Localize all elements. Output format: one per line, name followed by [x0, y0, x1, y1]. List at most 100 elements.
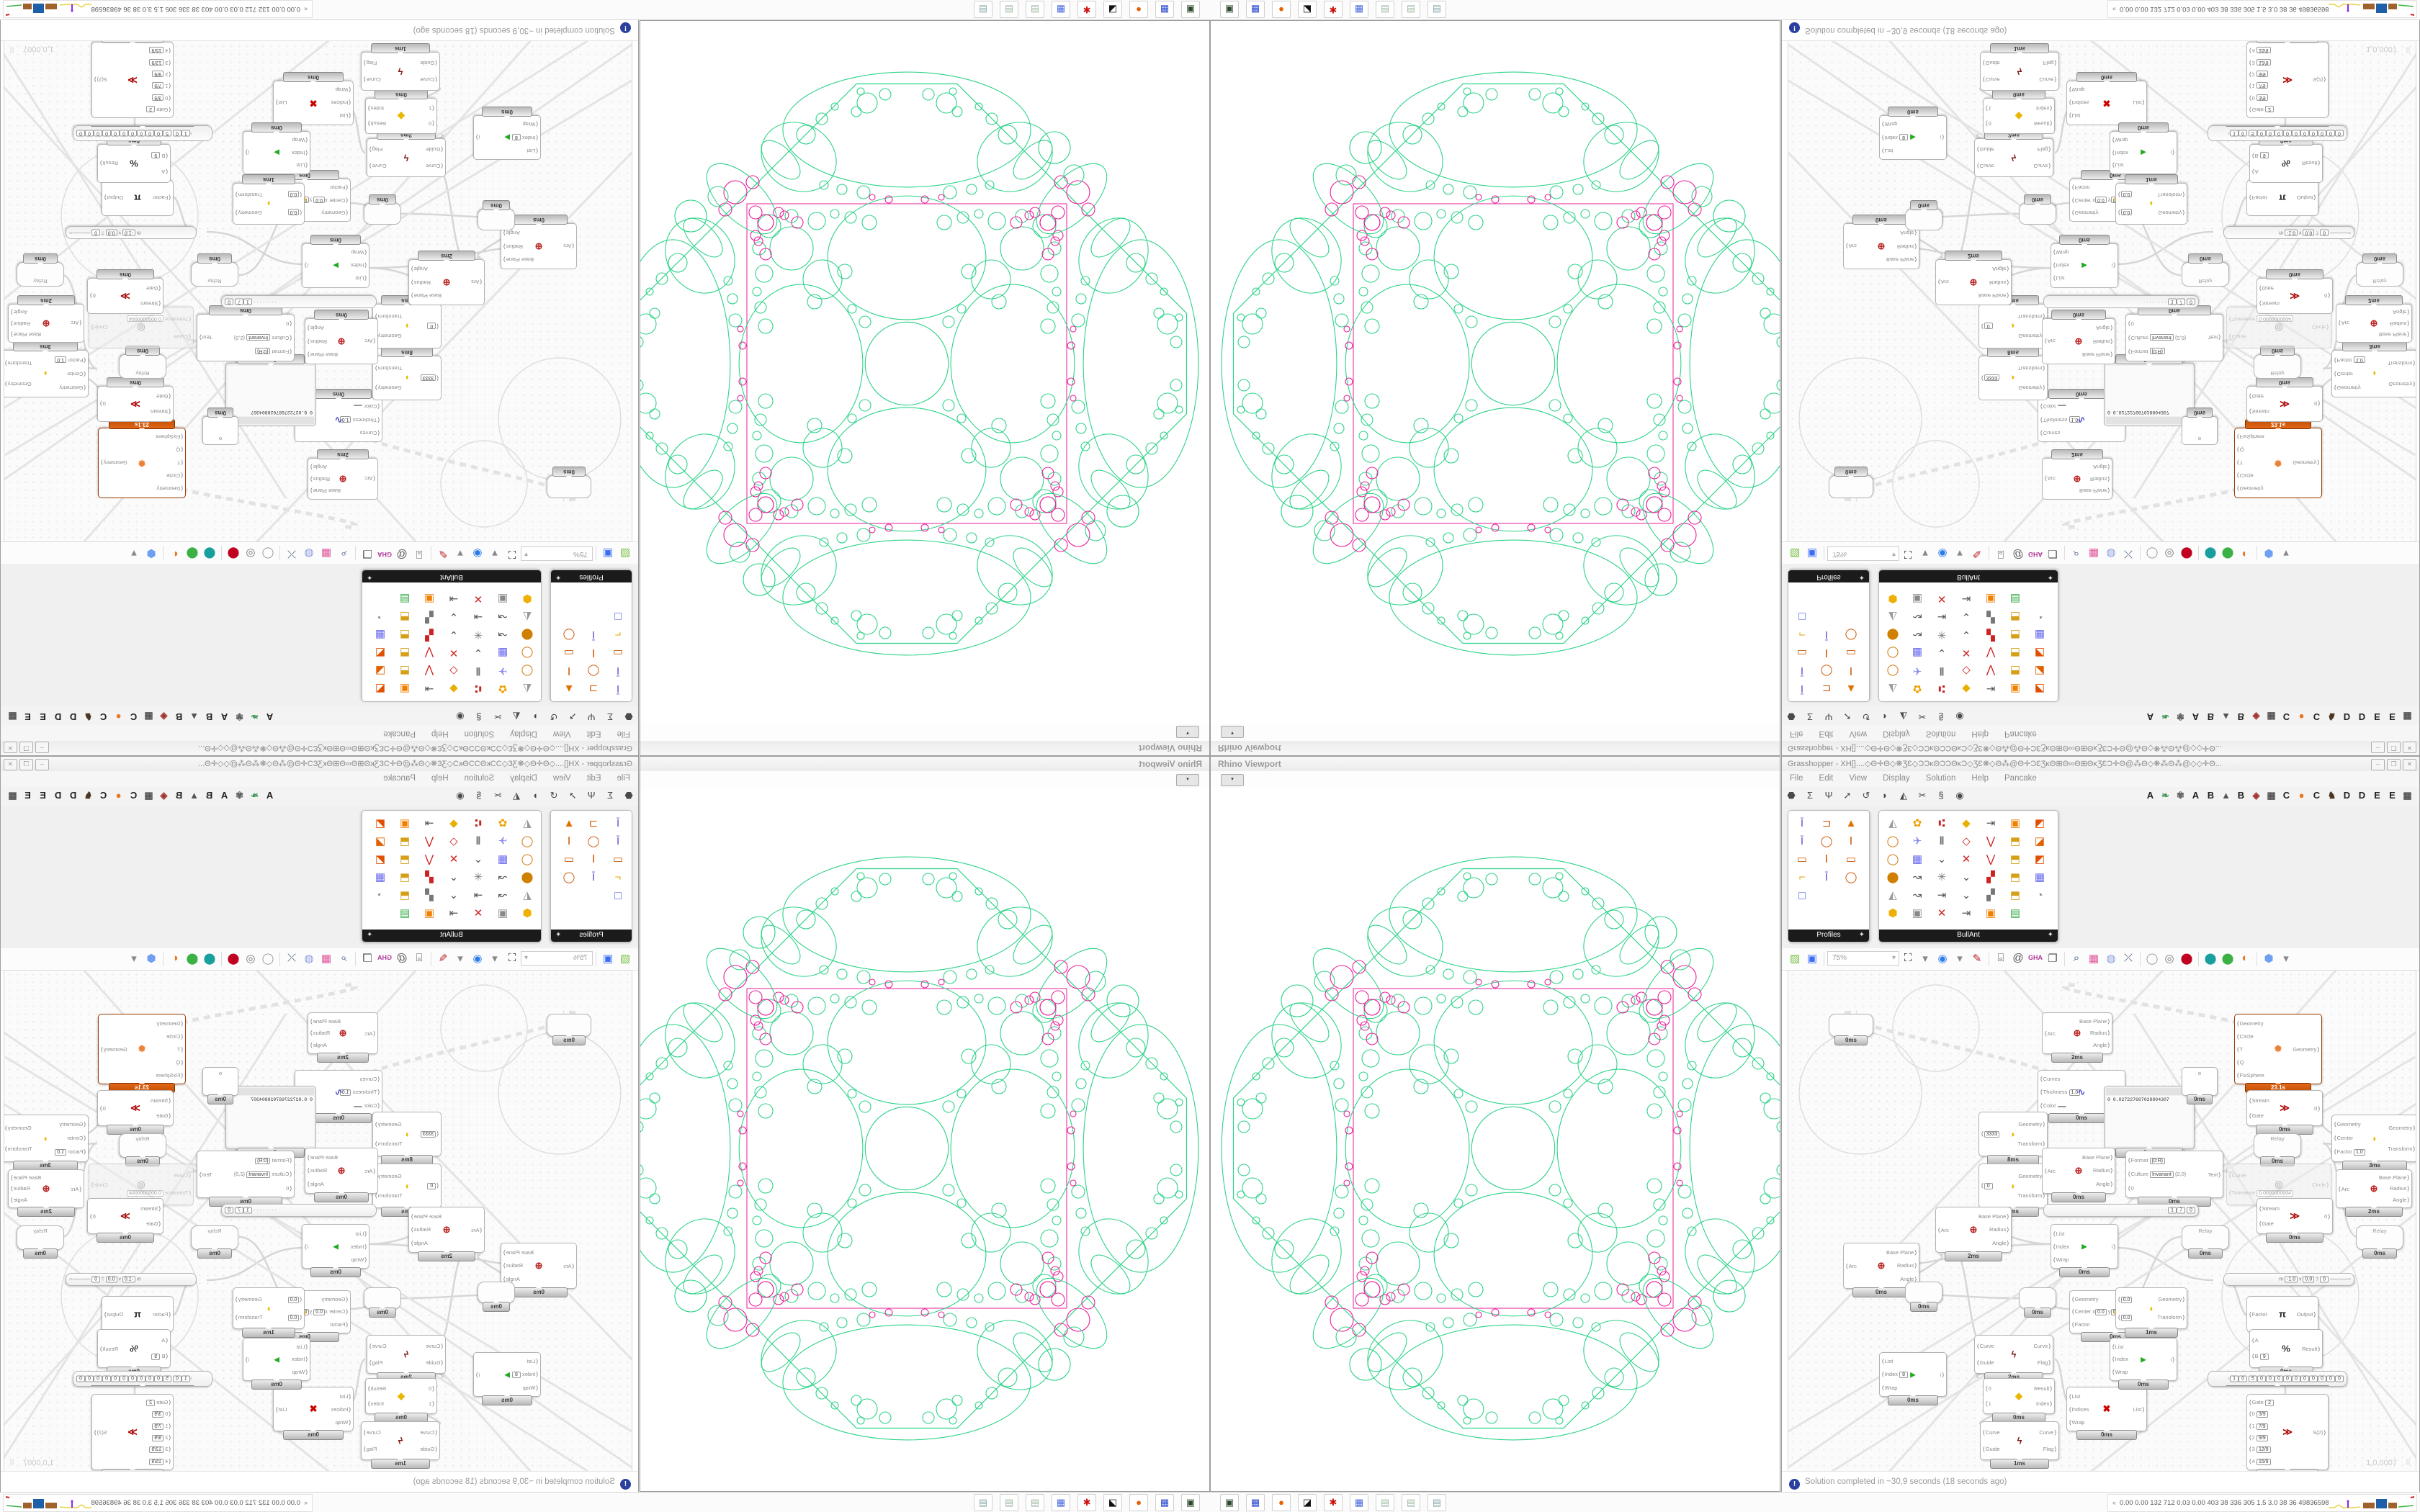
- dropdown-icon[interactable]: ▾: [2283, 547, 2289, 559]
- bulb-icon[interactable]: ◍: [2106, 953, 2116, 965]
- notepad-icon[interactable]: ▤: [1026, 1494, 1044, 1511]
- gh-node[interactable]: FactorOutputπ0ms: [102, 1296, 174, 1341]
- gh-node[interactable]: 01ResultIndex◆0ms: [1983, 89, 2055, 134]
- component-icon[interactable]: ▣: [1985, 593, 1996, 605]
- component-icon[interactable]: ⋁: [424, 835, 434, 847]
- plugin-tab[interactable]: C: [2313, 790, 2321, 801]
- gh-node[interactable]: 3333GeometryTransform◗8ms: [1978, 347, 2048, 400]
- monitor-chevron-icon[interactable]: «: [303, 6, 308, 13]
- component-icon[interactable]: ◆: [1962, 817, 1971, 829]
- component-icon[interactable]: ⬒: [2009, 835, 2021, 847]
- calculator-icon[interactable]: ▦: [1052, 1494, 1070, 1511]
- gha-icon[interactable]: GHA: [377, 954, 392, 961]
- category-tab-icon[interactable]: §: [1938, 711, 1944, 722]
- firefox-icon[interactable]: ●: [1272, 1494, 1291, 1511]
- plugin-tab[interactable]: D: [2358, 790, 2366, 801]
- plugin-tab[interactable]: ❧: [2161, 790, 2169, 801]
- search-icon[interactable]: ⌕: [2073, 952, 2080, 964]
- component-icon[interactable]: ◭: [523, 817, 532, 829]
- gh-node[interactable]: m -1.0 v 0.0 ? 0 ─────○: [66, 1273, 197, 1286]
- component-icon[interactable]: Ī: [1824, 629, 1829, 641]
- fancy-wires-icon[interactable]: ⤫: [2123, 548, 2133, 560]
- component-icon[interactable]: ⌐: [1798, 871, 1806, 883]
- gh-node[interactable]: 3333GeometryTransform◗8ms: [1978, 1112, 2048, 1165]
- component-icon[interactable]: ◭: [523, 889, 532, 901]
- menu-edit[interactable]: Edit: [586, 774, 601, 783]
- component-icon[interactable]: ▭: [1845, 647, 1857, 659]
- photo-app-icon[interactable]: ◪: [1298, 1, 1317, 18]
- fancy-wires-icon[interactable]: ⤫: [287, 952, 297, 964]
- notepad2-icon[interactable]: ▤: [1402, 1, 1420, 18]
- gh-node[interactable]: ListIndexWrapi►0ms: [243, 122, 310, 174]
- zoom-extents-icon[interactable]: ⛶: [508, 548, 516, 560]
- preview-shaded-icon[interactable]: ⬤: [2180, 547, 2193, 559]
- plugin-tab[interactable]: ▲: [189, 790, 199, 801]
- component-icon[interactable]: ▣: [497, 907, 508, 919]
- gh-node[interactable]: FactorOutputπ0ms: [2246, 1296, 2318, 1341]
- projector-icon[interactable]: ⌻: [416, 952, 423, 964]
- close-button[interactable]: ✕: [4, 742, 17, 753]
- component-icon[interactable]: ⌄: [1961, 871, 1971, 883]
- palette-expand-icon[interactable]: ✦: [555, 573, 562, 581]
- gh-node[interactable]: CurveGuideCurveFlagϟ2ms: [1974, 1335, 2053, 1382]
- gh-node[interactable]: {0;0}0 0.0272276870288043070ms: [225, 1086, 316, 1158]
- gh-node[interactable]: StreamGate0≫0ms: [2246, 1090, 2323, 1135]
- gh-node[interactable]: 01ResultIndex◆0ms: [1983, 1378, 2055, 1423]
- plugin-tab[interactable]: A: [2192, 790, 2200, 801]
- plugin-tab[interactable]: ▩: [2403, 711, 2412, 722]
- publish-icon[interactable]: @: [396, 548, 408, 560]
- gh-node[interactable]: FactorOutputπ0ms: [2246, 171, 2318, 216]
- component-icon[interactable]: ✳: [473, 629, 483, 641]
- preview-eye-icon[interactable]: ◉: [1937, 547, 1948, 559]
- simplify-hex-icon[interactable]: ⬢: [2264, 547, 2274, 559]
- component-icon[interactable]: ⬒: [399, 611, 411, 623]
- gh-canvas[interactable]: 0msArcBase PlaneRadiusAngle⊕2msCurvesThi…: [4, 40, 632, 542]
- component-icon[interactable]: ⋁: [424, 665, 434, 677]
- palette-expand-icon[interactable]: ✦: [367, 931, 373, 939]
- component-icon[interactable]: ⬤: [1886, 629, 1899, 641]
- notepad-icon[interactable]: ▤: [1026, 1, 1044, 18]
- bulb-icon[interactable]: ◍: [304, 953, 314, 965]
- component-icon[interactable]: ◩: [375, 817, 386, 829]
- group-ball-icon[interactable]: ◐: [2241, 952, 2249, 964]
- component-icon[interactable]: ⇥: [473, 889, 483, 901]
- gh-node[interactable]: Format {0:R}Culture Invariant {2,0}0Text…: [197, 305, 295, 361]
- plugin-tab[interactable]: B: [205, 790, 213, 801]
- gh-node[interactable]: 0ms: [1829, 467, 1873, 498]
- component-icon[interactable]: ✕: [1937, 907, 1947, 919]
- component-icon[interactable]: ◩: [2034, 817, 2045, 829]
- gh-node[interactable]: 0.00.0GeometryTransform◗1ms: [2115, 174, 2187, 225]
- component-icon[interactable]: ⇥: [1937, 889, 1947, 901]
- component-icon[interactable]: ⬒: [2009, 871, 2021, 883]
- plugin-tab[interactable]: D: [2343, 711, 2351, 722]
- component-icon[interactable]: ✕: [473, 593, 483, 605]
- gh-node[interactable]: GeometryCenterFactor 1.0GeometryTransfor…: [2331, 341, 2416, 397]
- gh-node[interactable]: ListIndexWrapi►0ms: [243, 1338, 310, 1390]
- plugin-tab[interactable]: E: [24, 711, 31, 722]
- palette-tab-label[interactable]: BullAnt ✦: [1879, 570, 2058, 582]
- category-tab-icon[interactable]: Ψ: [587, 711, 596, 722]
- component-icon[interactable]: ▭: [612, 853, 624, 865]
- component-icon[interactable]: ◭: [1888, 611, 1897, 623]
- component-icon[interactable]: Ī: [1824, 871, 1829, 883]
- gh-node[interactable]: 0GeometryTransform◗3ms: [1978, 295, 2048, 348]
- gh-node[interactable]: StreamGate0≫0ms: [2257, 1198, 2333, 1243]
- category-tab-icon[interactable]: §: [1938, 790, 1944, 801]
- gh-node[interactable]: {0;0}0 0.0272276870288043070ms: [2104, 354, 2195, 426]
- component-icon[interactable]: ◭: [1888, 683, 1897, 695]
- component-icon[interactable]: ⬒: [399, 889, 411, 901]
- component-icon[interactable]: ◯: [1886, 647, 1899, 659]
- component-icon[interactable]: ◆: [449, 817, 458, 829]
- canvas-resize-grip[interactable]: ⠿: [2405, 1459, 2411, 1467]
- plugin-tab[interactable]: ❧: [251, 711, 259, 722]
- gh-node[interactable]: 0ms: [364, 194, 401, 225]
- open-file-icon[interactable]: ▨: [1789, 953, 1801, 965]
- plugin-tab[interactable]: C: [2313, 711, 2321, 722]
- component-icon[interactable]: ⬒: [399, 871, 411, 883]
- plugin-tab[interactable]: ♞: [2327, 790, 2336, 801]
- component-icon[interactable]: ◯: [1820, 835, 1833, 847]
- menu-display[interactable]: Display: [510, 774, 537, 783]
